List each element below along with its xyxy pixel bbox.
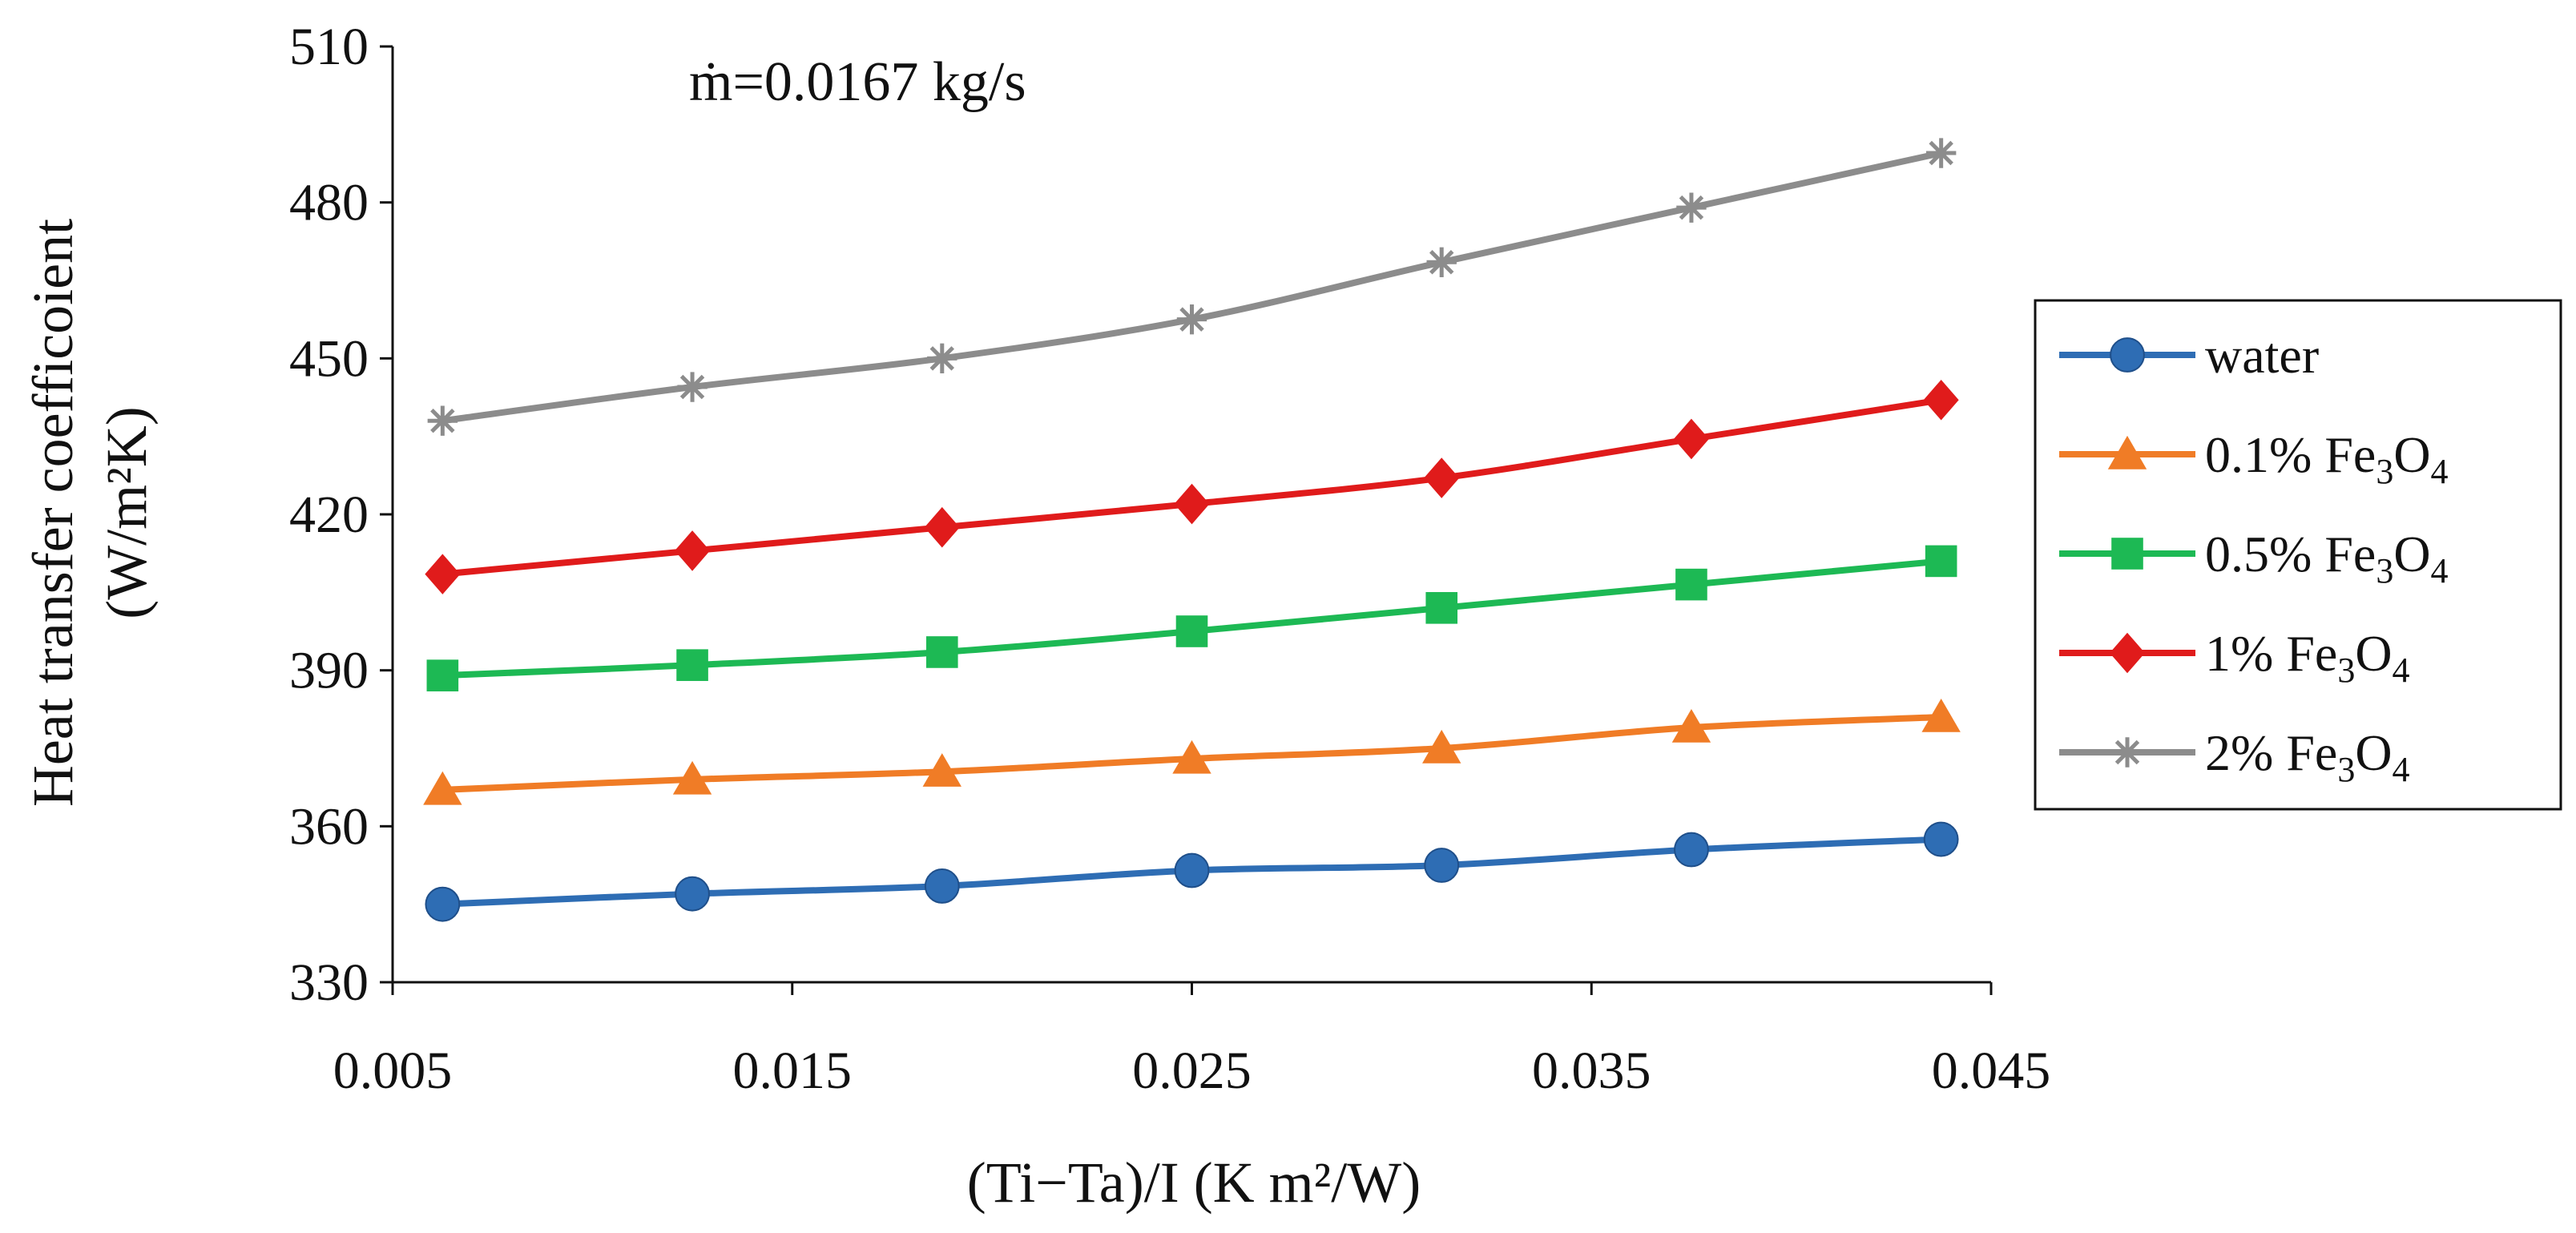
data-point-0-1-fe3o4 [1671, 708, 1711, 743]
x-tick-label: 0.035 [1532, 1042, 1651, 1100]
data-point-0-1-fe3o4 [1921, 698, 1961, 732]
y-tick-label: 390 [289, 642, 369, 700]
data-point-0-5-fe3o4 [1925, 545, 1957, 578]
legend-label: 2% Fe3O4 [2205, 724, 2410, 789]
data-point-0-1-fe3o4 [1172, 739, 1211, 774]
data-point-1-fe3o4 [1923, 379, 1959, 421]
data-point-1-fe3o4 [1673, 418, 1709, 460]
data-point-water [425, 886, 461, 922]
data-point-2-fe3o4 [427, 405, 458, 436]
legend-marker [2107, 435, 2147, 469]
series-layer [423, 138, 1961, 922]
data-point-2-fe3o4 [1925, 138, 1957, 168]
legend-item-water: water [2059, 327, 2319, 384]
data-point-2-fe3o4 [677, 372, 707, 402]
data-point-1-fe3o4 [675, 530, 711, 571]
legend-marker [2111, 538, 2143, 570]
y-tick-label: 420 [289, 486, 369, 544]
data-point-0-1-fe3o4 [423, 771, 462, 805]
y-tick-label: 360 [289, 797, 369, 856]
data-point-water [1424, 848, 1460, 883]
legend-marker [2112, 737, 2143, 768]
data-point-0-1-fe3o4 [922, 753, 961, 787]
legend-marker [2110, 632, 2145, 674]
legend-item-0-1-fe3o4: 0.1% Fe3O4 [2059, 426, 2449, 491]
legend: water 0.1% Fe3O4 0.5% Fe3O4 1% Fe3O4 2% Fe3O… [2034, 299, 2562, 811]
data-point-water [1923, 821, 1959, 857]
data-point-water [1674, 832, 1709, 868]
x-tick-label: 0.045 [1932, 1042, 2051, 1100]
data-point-0-5-fe3o4 [925, 636, 958, 668]
data-point-1-fe3o4 [425, 554, 461, 594]
legend-label: 1% Fe3O4 [2205, 625, 2410, 690]
data-point-2-fe3o4 [1676, 192, 1707, 223]
y-tick-label: 450 [289, 329, 369, 388]
legend-label: water [2205, 327, 2319, 384]
legend-label: 0.5% Fe3O4 [2205, 526, 2449, 590]
data-point-0-5-fe3o4 [1425, 592, 1458, 624]
data-point-water [1174, 852, 1210, 888]
x-tick-label: 0.005 [333, 1042, 453, 1100]
data-point-0-5-fe3o4 [676, 649, 708, 681]
series-2-fe3o4 [427, 138, 1957, 436]
data-point-water [675, 876, 710, 912]
data-point-0-5-fe3o4 [426, 659, 459, 691]
x-tick-label: 0.025 [1132, 1042, 1252, 1100]
data-point-1-fe3o4 [1424, 457, 1460, 498]
data-point-1-fe3o4 [924, 506, 960, 548]
data-point-0-1-fe3o4 [1422, 729, 1461, 764]
y-axis-title: Heat transfer coefficoient [21, 219, 85, 807]
y-tick-label: 480 [289, 174, 369, 232]
series-water [425, 821, 1959, 922]
series-0-1-fe3o4 [423, 698, 1961, 805]
series-0-5-fe3o4 [426, 545, 1957, 691]
y-ticks: 330 360 390 420 450 480 510 [289, 18, 393, 1012]
flow-rate-annotation: ṁ=0.0167 kg/s [689, 51, 1026, 113]
y-tick-label: 330 [289, 953, 369, 1012]
x-ticks: 0.005 0.015 0.025 0.035 0.045 [333, 982, 2051, 1100]
data-point-water [924, 868, 960, 904]
data-point-0-5-fe3o4 [1175, 615, 1208, 647]
x-tick-label: 0.015 [733, 1042, 853, 1100]
legend-item-0-5-fe3o4: 0.5% Fe3O4 [2059, 526, 2449, 590]
x-axis-title: (Ti−Ta)/I (K m²/W) [967, 1150, 1421, 1215]
legend-item-1-fe3o4: 1% Fe3O4 [2059, 625, 2410, 690]
data-point-2-fe3o4 [927, 343, 957, 374]
series-1-fe3o4 [425, 379, 1959, 594]
data-point-0-1-fe3o4 [672, 760, 712, 795]
legend-item-2-fe3o4: 2% Fe3O4 [2059, 724, 2410, 789]
data-point-2-fe3o4 [1426, 247, 1457, 277]
data-point-2-fe3o4 [1176, 304, 1207, 335]
legend-label: 0.1% Fe3O4 [2205, 426, 2449, 491]
legend-marker [2110, 337, 2145, 373]
y-axis-unit: (W/m²K) [95, 406, 159, 619]
data-point-0-5-fe3o4 [1675, 568, 1707, 601]
data-point-1-fe3o4 [1174, 483, 1210, 525]
y-tick-label: 510 [289, 18, 369, 76]
series-line-2-fe3o4 [441, 150, 1942, 425]
